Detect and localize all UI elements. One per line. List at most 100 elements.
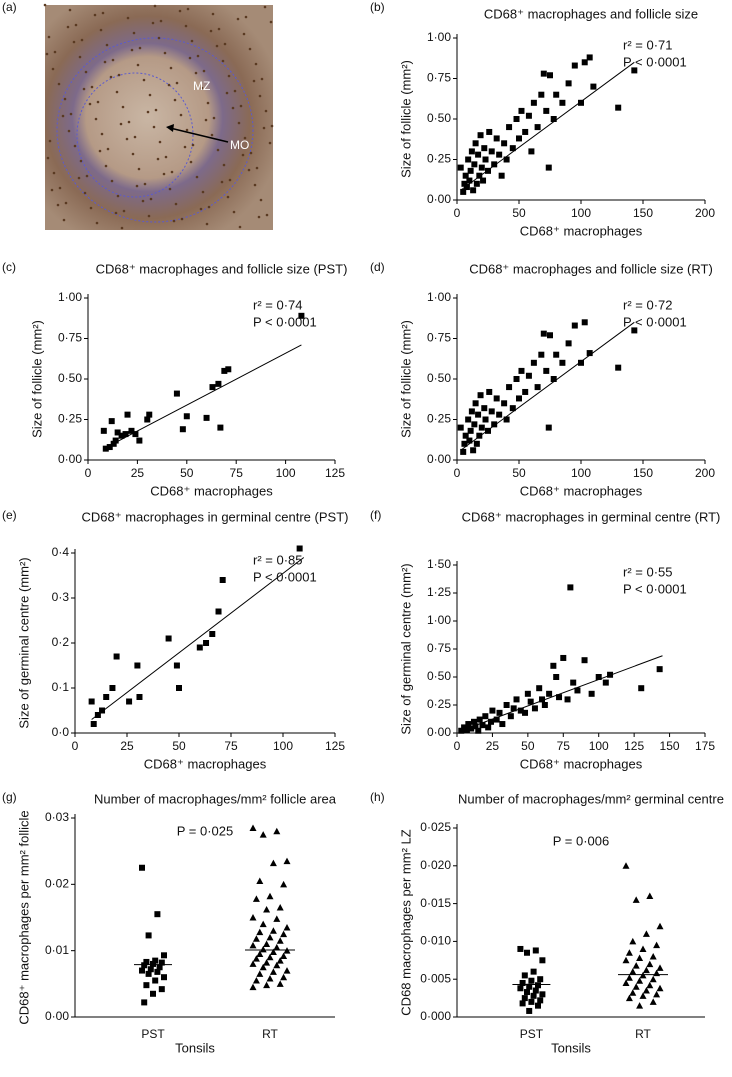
point bbox=[525, 112, 532, 119]
point bbox=[642, 930, 650, 937]
cell bbox=[264, 109, 268, 113]
point bbox=[276, 980, 284, 987]
point bbox=[581, 59, 588, 66]
x-tick-label: RT bbox=[635, 1027, 651, 1041]
point bbox=[478, 424, 485, 431]
chart-title: Number of macrophages/mm² germinal centr… bbox=[458, 791, 724, 806]
chart-title: CD68⁺ macrophages and follicle size (RT) bbox=[469, 261, 713, 276]
point bbox=[134, 662, 141, 669]
point bbox=[550, 116, 557, 122]
cell bbox=[172, 219, 176, 223]
point bbox=[553, 674, 560, 680]
cell bbox=[209, 29, 213, 33]
cell bbox=[262, 126, 266, 130]
point bbox=[629, 937, 637, 945]
cell bbox=[51, 67, 55, 71]
x-axis-label: Tonsils bbox=[175, 1040, 215, 1055]
cell bbox=[270, 124, 274, 128]
cell bbox=[239, 104, 243, 108]
point bbox=[158, 986, 165, 993]
point bbox=[547, 332, 553, 339]
point bbox=[276, 937, 284, 944]
point bbox=[550, 662, 557, 669]
follicle-outline bbox=[56, 37, 254, 223]
y-tick-label: 0·025 bbox=[420, 820, 451, 834]
y-axis-label: Size of germinal centre (mm²) bbox=[398, 563, 413, 734]
cell bbox=[101, 11, 105, 15]
panel-label: (g) bbox=[2, 790, 17, 804]
cell bbox=[89, 206, 93, 210]
point bbox=[460, 448, 467, 455]
point bbox=[530, 968, 537, 975]
point bbox=[506, 384, 513, 391]
point bbox=[479, 722, 486, 729]
cell bbox=[106, 147, 110, 151]
cell bbox=[77, 176, 81, 180]
point bbox=[639, 992, 647, 999]
point bbox=[108, 418, 115, 425]
point bbox=[269, 948, 277, 955]
point bbox=[466, 437, 473, 444]
y-tick-label: 0·005 bbox=[420, 971, 451, 985]
point bbox=[615, 104, 622, 111]
cell bbox=[56, 203, 60, 207]
point bbox=[485, 427, 491, 434]
cell bbox=[221, 59, 225, 63]
chart-title: Number of macrophages/mm² follicle area bbox=[94, 791, 337, 806]
cell bbox=[157, 36, 161, 40]
cell bbox=[61, 114, 65, 118]
cell bbox=[133, 135, 137, 139]
point bbox=[513, 376, 520, 382]
x-tick-label: 100 bbox=[276, 466, 296, 480]
cell bbox=[178, 9, 182, 13]
cell bbox=[212, 116, 216, 120]
point bbox=[622, 956, 630, 964]
point bbox=[538, 351, 545, 358]
point bbox=[625, 949, 633, 956]
centre-outline bbox=[76, 72, 194, 198]
point bbox=[165, 635, 172, 642]
chart-title: CD68⁺ macrophages and follicle size bbox=[484, 6, 698, 21]
y-tick-label: 0·00 bbox=[45, 1009, 69, 1023]
cell bbox=[115, 90, 119, 94]
x-tick-label: 100 bbox=[589, 739, 609, 753]
point bbox=[524, 949, 530, 956]
cell bbox=[247, 168, 251, 172]
point bbox=[466, 177, 473, 184]
y-tick-label: 0·75 bbox=[427, 641, 451, 655]
y-tick-label: 0·25 bbox=[427, 152, 451, 166]
point bbox=[586, 54, 593, 61]
y-tick-label: 0·4 bbox=[52, 545, 70, 559]
point bbox=[476, 716, 483, 723]
panel-label: (e) bbox=[2, 508, 17, 522]
cell bbox=[126, 16, 130, 20]
point bbox=[540, 70, 547, 77]
point bbox=[522, 128, 529, 135]
point bbox=[462, 432, 469, 439]
point bbox=[252, 935, 260, 942]
panel-label: (h) bbox=[370, 790, 385, 804]
point bbox=[491, 161, 498, 168]
point bbox=[510, 705, 517, 712]
point bbox=[629, 989, 637, 996]
point bbox=[476, 432, 483, 439]
cell bbox=[255, 166, 259, 170]
point bbox=[225, 366, 232, 373]
point bbox=[526, 1007, 533, 1014]
point bbox=[141, 962, 148, 969]
cell bbox=[143, 182, 147, 186]
y-tick-label: 0·03 bbox=[45, 810, 69, 824]
point bbox=[521, 972, 528, 979]
cell bbox=[156, 157, 160, 161]
point bbox=[256, 950, 264, 957]
point bbox=[646, 960, 654, 968]
point bbox=[465, 156, 472, 163]
cell bbox=[67, 129, 71, 133]
point bbox=[113, 653, 120, 660]
point bbox=[470, 187, 477, 194]
cell bbox=[202, 69, 206, 73]
point bbox=[656, 666, 663, 673]
y-tick-label: 1·00 bbox=[427, 290, 451, 304]
point bbox=[126, 698, 133, 705]
point bbox=[139, 967, 145, 974]
